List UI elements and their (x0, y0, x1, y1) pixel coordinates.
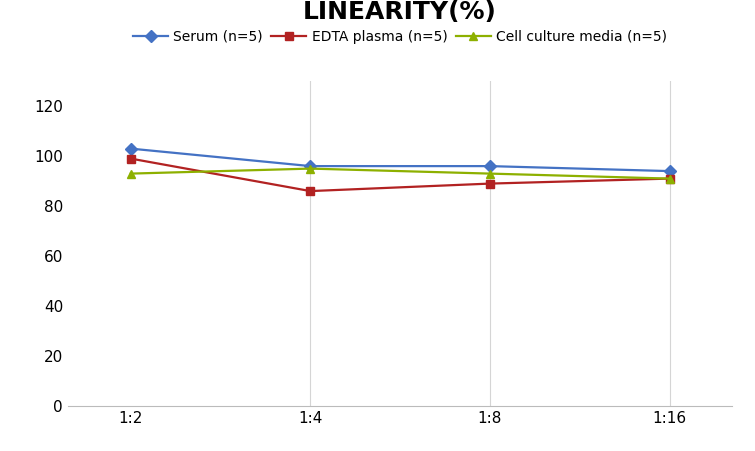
Line: EDTA plasma (n=5): EDTA plasma (n=5) (127, 154, 673, 195)
Title: LINEARITY(%): LINEARITY(%) (304, 0, 497, 24)
Cell culture media (n=5) (306, 166, 315, 171)
Line: Serum (n=5): Serum (n=5) (127, 144, 673, 175)
Cell culture media (n=5) (665, 176, 674, 181)
EDTA plasma (n=5) (306, 189, 315, 194)
Serum (n=5) (485, 163, 495, 169)
Line: Cell culture media (n=5): Cell culture media (n=5) (127, 165, 673, 183)
Cell culture media (n=5) (126, 171, 135, 176)
EDTA plasma (n=5) (126, 156, 135, 161)
Serum (n=5) (665, 168, 674, 174)
Legend: Serum (n=5), EDTA plasma (n=5), Cell culture media (n=5): Serum (n=5), EDTA plasma (n=5), Cell cul… (133, 30, 667, 44)
Serum (n=5) (306, 163, 315, 169)
Cell culture media (n=5) (485, 171, 495, 176)
EDTA plasma (n=5) (485, 181, 495, 186)
Serum (n=5) (126, 146, 135, 152)
EDTA plasma (n=5) (665, 176, 674, 181)
